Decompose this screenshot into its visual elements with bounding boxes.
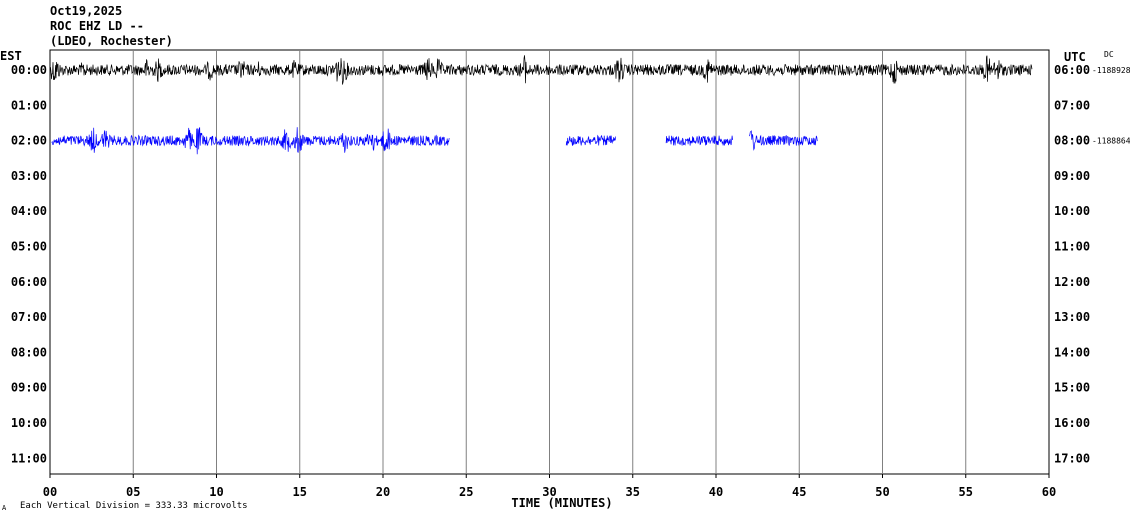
dc-offset-value: -1188928 <box>1092 66 1130 75</box>
chart-date: Oct19,2025 <box>50 4 122 18</box>
trace-segment <box>51 126 450 155</box>
x-tick-label: 00 <box>43 485 57 499</box>
x-tick-label: 45 <box>792 485 806 499</box>
x-axis-label: TIME (MINUTES) <box>511 496 612 510</box>
x-tick-label: 05 <box>126 485 140 499</box>
utc-tick-label: 06:00 <box>1054 63 1090 77</box>
station-code: ROC EHZ LD -- <box>50 19 144 33</box>
utc-tick-label: 09:00 <box>1054 169 1090 183</box>
minute-tick-labels: 00 05 10 15 20 25 30 35 40 45 50 55 60 <box>43 474 1056 499</box>
x-tick-label: 50 <box>875 485 889 499</box>
utc-tick-label: 13:00 <box>1054 310 1090 324</box>
trace-segment <box>565 134 617 146</box>
est-axis-title: EST <box>0 49 22 63</box>
utc-axis-title: UTC <box>1064 50 1086 64</box>
est-tick-label: 11:00 <box>11 451 47 465</box>
est-tick-label: 00:00 <box>11 63 47 77</box>
utc-tick-label: 11:00 <box>1054 240 1090 254</box>
utc-tick-label: 15:00 <box>1054 381 1090 395</box>
dc-offset-value: -1188864 <box>1092 137 1130 146</box>
corner-mark: A <box>2 504 7 512</box>
trace-segment <box>665 135 733 146</box>
est-tick-label: 08:00 <box>11 345 47 359</box>
utc-tick-label: 14:00 <box>1054 345 1090 359</box>
est-tick-label: 01:00 <box>11 98 47 112</box>
vertical-gridlines <box>132 50 967 474</box>
x-tick-label: 55 <box>959 485 973 499</box>
utc-tick-label: 10:00 <box>1054 204 1090 218</box>
est-tick-label: 03:00 <box>11 169 47 183</box>
trace-segment <box>748 130 818 151</box>
utc-tick-labels: 06:00 07:00 08:00 09:00 10:00 11:00 12:00 13:00… <box>1054 63 1090 465</box>
network-name: (LDEO, Rochester) <box>50 34 173 48</box>
x-tick-label: 60 <box>1042 485 1056 499</box>
trace-segment <box>49 55 1033 85</box>
est-tick-label: 07:00 <box>11 310 47 324</box>
est-tick-label: 09:00 <box>11 381 47 395</box>
x-tick-label: 35 <box>626 485 640 499</box>
utc-tick-label: 12:00 <box>1054 275 1090 289</box>
est-tick-labels: 00:00 01:00 02:00 03:00 04:00 05:00 06:00 07:00… <box>11 63 47 465</box>
dc-label: DC <box>1104 50 1114 59</box>
x-tick-label: 30 <box>542 485 556 499</box>
utc-tick-label: 08:00 <box>1054 134 1090 148</box>
x-tick-label: 25 <box>459 485 473 499</box>
est-tick-label: 04:00 <box>11 204 47 218</box>
x-tick-label: 15 <box>293 485 307 499</box>
x-tick-label: 10 <box>209 485 223 499</box>
x-tick-label: 20 <box>376 485 390 499</box>
x-tick-label: 40 <box>709 485 723 499</box>
utc-tick-label: 16:00 <box>1054 416 1090 430</box>
est-tick-label: 10:00 <box>11 416 47 430</box>
scale-note: Each Vertical Division = 333.33 microvol… <box>20 501 248 511</box>
est-tick-label: 05:00 <box>11 240 47 254</box>
dc-offset-labels: -1188928 -1188864 <box>1092 66 1130 146</box>
utc-tick-label: 17:00 <box>1054 451 1090 465</box>
est-tick-label: 02:00 <box>11 134 47 148</box>
seismic-traces <box>49 55 1033 155</box>
est-tick-label: 06:00 <box>11 275 47 289</box>
utc-tick-label: 07:00 <box>1054 98 1090 112</box>
